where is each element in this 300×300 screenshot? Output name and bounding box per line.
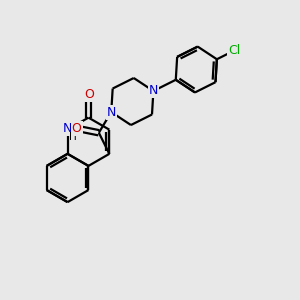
Text: H: H [69,132,77,142]
Text: Cl: Cl [228,44,240,57]
Text: N: N [106,106,116,118]
Text: N: N [149,85,158,98]
Text: O: O [72,122,82,135]
Text: O: O [84,88,94,101]
Text: N: N [63,122,72,135]
